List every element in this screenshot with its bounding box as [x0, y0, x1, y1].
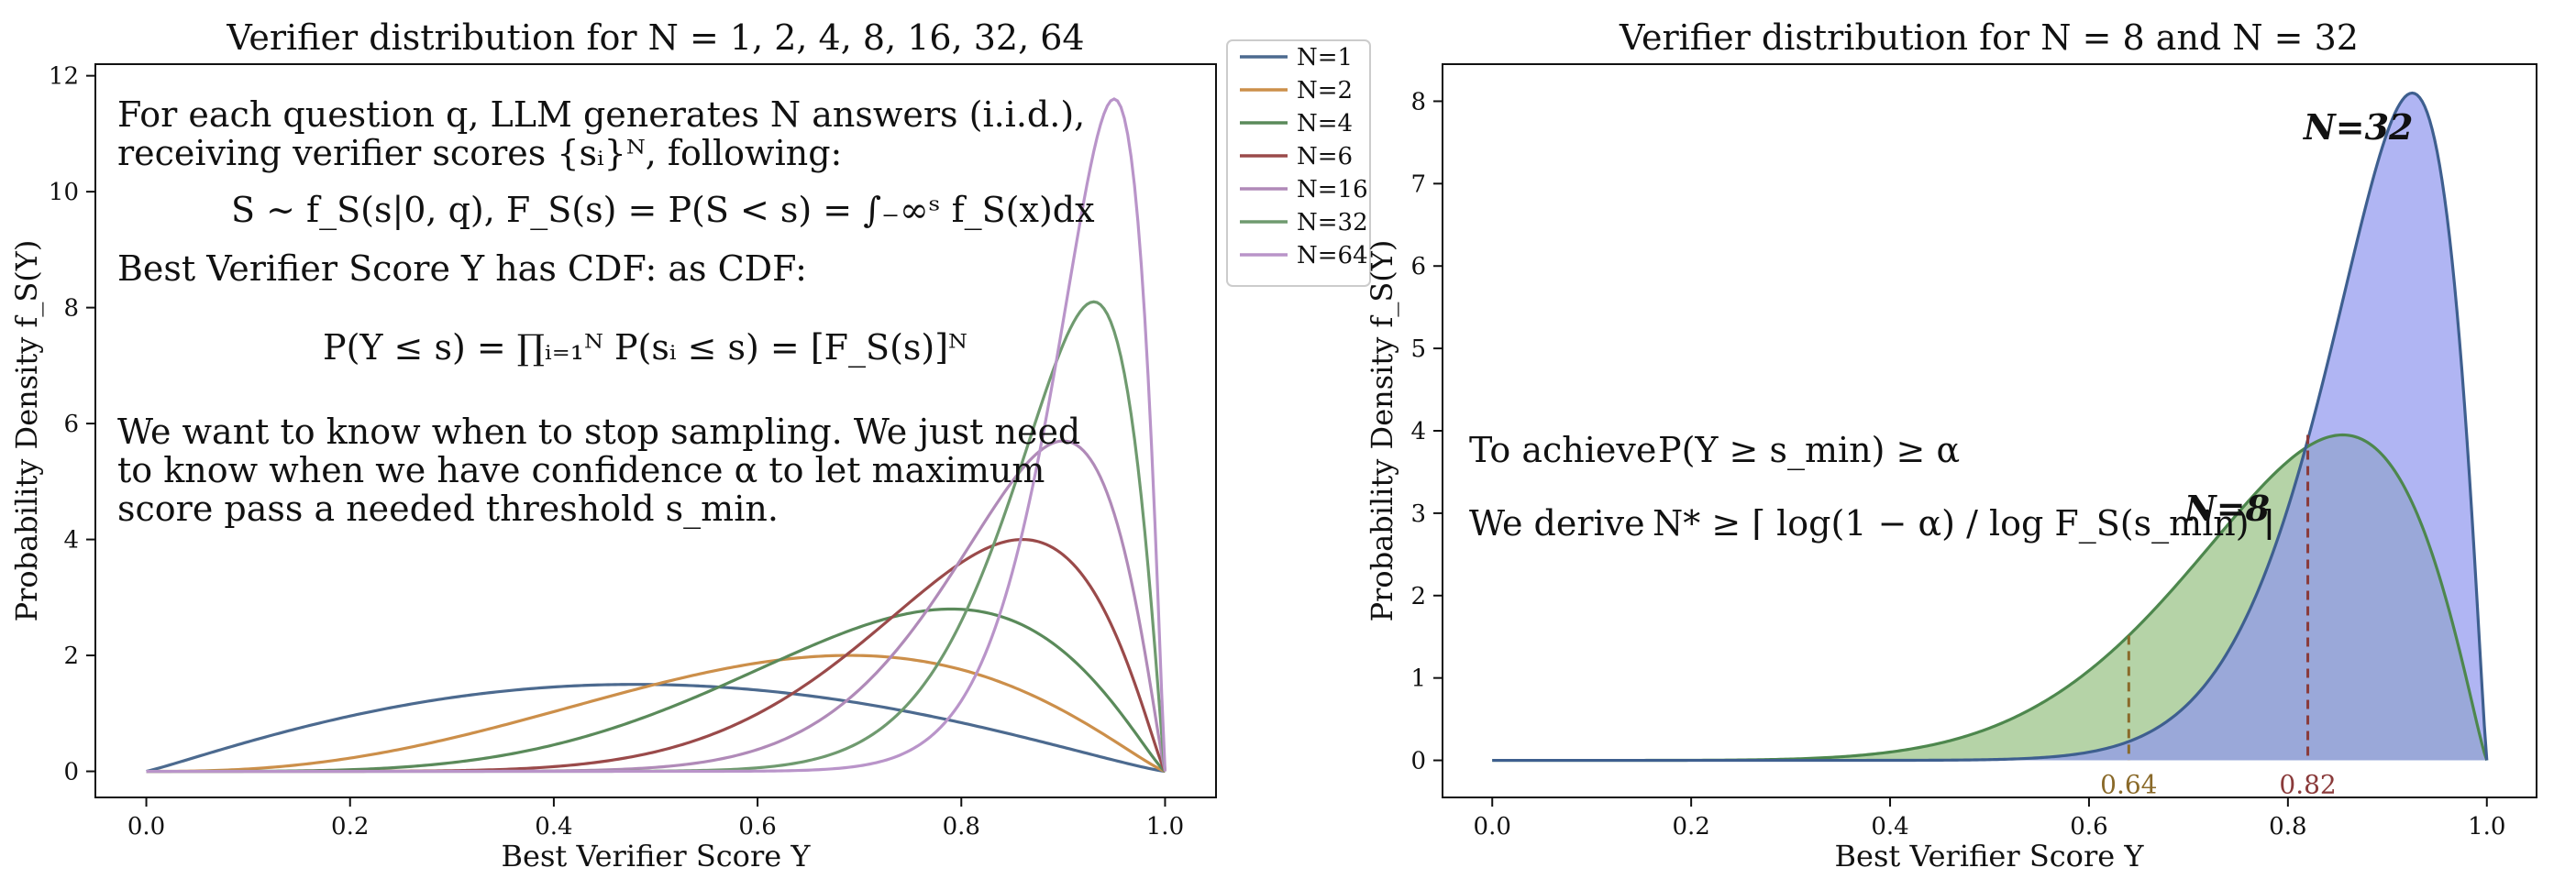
annotation-formula1: S ∼ f_S(s|0, q), F_S(s) = P(S < s) = ∫₋∞…	[231, 190, 1095, 231]
left-y-axis: 0 2 4 6 8 10 12	[49, 63, 95, 786]
series-label-n32: N=32	[2303, 106, 2413, 148]
area-n32	[1492, 93, 2487, 761]
derive-formula: N* ≥ ⌈ log(1 − α) / log F_S(s_min) ⌉	[1653, 503, 2274, 544]
x-tick-label: 0.2	[1672, 813, 1709, 841]
annotation-para3-line1: We want to know when to stop sampling. W…	[117, 412, 1080, 452]
left-chart-title: Verifier distribution for N = 1, 2, 4, 8…	[226, 17, 1084, 58]
legend: N=1 N=2 N=4 N=6 N=16 N=32 N=64	[1226, 39, 1371, 287]
legend-label: N=2	[1297, 77, 1353, 104]
legend-label: N=6	[1297, 143, 1353, 170]
threshold-label: 0.82	[2279, 770, 2336, 800]
annotation-formula2: P(Y ≤ s) = ∏ᵢ₌₁ᴺ P(sᵢ ≤ s) = [F_S(s)]ᴺ	[323, 327, 967, 368]
x-tick-label: 1.0	[1146, 813, 1184, 841]
x-tick-label: 0.0	[127, 813, 165, 841]
y-tick-label: 4	[63, 527, 79, 555]
series-label-n8: N=8	[2184, 488, 2270, 529]
left-x-axis: 0.0 0.2 0.4 0.6 0.8 1.0	[127, 797, 1184, 841]
y-tick-label: 2	[63, 643, 79, 670]
right-chart-title: Verifier distribution for N = 8 and N = …	[1619, 17, 2359, 58]
series-line-n4	[146, 607, 1166, 774]
annotation-para2: Best Verifier Score Y has CDF: as CDF:	[117, 248, 807, 289]
right-annotation: To achieve P(Y ≥ s_min) ≥ α We derive N*…	[1469, 430, 2274, 544]
legend-label: N=1	[1297, 44, 1353, 71]
series-line-n32	[1492, 91, 2489, 763]
y-tick-label: 7	[1410, 170, 1426, 198]
series-line-n32	[146, 300, 1167, 774]
y-tick-label: 5	[1410, 335, 1426, 363]
legend-label: N=4	[1297, 110, 1353, 137]
achieve-prefix: To achieve	[1469, 430, 1656, 470]
x-tick-label: 0.6	[738, 813, 776, 841]
x-tick-label: 0.2	[331, 813, 369, 841]
right-x-axis-title: Best Verifier Score Y	[1835, 839, 2145, 874]
left-plot-frame	[94, 63, 1217, 798]
left-x-axis-title: Best Verifier Score Y	[502, 839, 812, 874]
x-tick-label: 1.0	[2468, 813, 2505, 841]
y-tick-label: 0	[1410, 748, 1426, 775]
series-line-n2	[146, 654, 1166, 774]
y-tick-label: 1	[1410, 665, 1426, 693]
right-chart: Verifier distribution for N = 8 and N = …	[1365, 17, 2537, 874]
y-tick-label: 12	[49, 63, 79, 91]
x-tick-label: 0.8	[943, 813, 980, 841]
threshold-label: 0.64	[2100, 770, 2157, 800]
right-lines	[1492, 91, 2489, 763]
y-tick-label: 6	[63, 411, 79, 438]
y-tick-label: 4	[1410, 418, 1426, 445]
annotation-para1-line2: receiving verifier scores {sᵢ}ᴺ, followi…	[117, 133, 842, 173]
y-tick-label: 0	[63, 759, 79, 786]
left-annotation: For each question q, LLM generates N ans…	[117, 94, 1095, 530]
series-line-n1	[146, 683, 1166, 774]
legend-label: N=16	[1297, 176, 1368, 203]
derive-prefix: We derive	[1469, 503, 1645, 544]
y-tick-label: 3	[1410, 500, 1426, 528]
legend-label: N=64	[1297, 242, 1368, 269]
left-y-axis-title: Probability Density f_S(Y)	[9, 240, 44, 622]
x-tick-label: 0.8	[2269, 813, 2306, 841]
left-chart: Verifier distribution for N = 1, 2, 4, 8…	[9, 17, 1217, 874]
achieve-formula: P(Y ≥ s_min) ≥ α	[1658, 430, 1960, 471]
x-tick-label: 0.4	[1871, 813, 1908, 841]
annotation-para3-line3: score pass a needed threshold s_min.	[117, 489, 779, 530]
annotation-para1-line1: For each question q, LLM generates N ans…	[117, 94, 1085, 135]
y-tick-label: 6	[1410, 253, 1426, 280]
y-tick-label: 2	[1410, 583, 1426, 610]
y-tick-label: 8	[63, 295, 79, 323]
x-tick-label: 0.0	[1474, 813, 1511, 841]
annotation-para3-line2: to know when we have confidence α to let…	[117, 450, 1045, 490]
right-fills	[1492, 93, 2487, 761]
series-line-n64	[146, 97, 1167, 774]
x-tick-label: 0.6	[2070, 813, 2107, 841]
y-tick-label: 10	[49, 179, 79, 206]
right-y-axis-title: Probability Density f_S(Y)	[1365, 240, 1399, 622]
x-tick-label: 0.4	[535, 813, 572, 841]
legend-label: N=32	[1297, 209, 1368, 236]
right-y-axis: 0 1 2 3 4 5 6 7 8	[1410, 88, 1443, 775]
right-markers: 0.64 0.82	[2100, 434, 2337, 800]
left-curves	[146, 97, 1167, 774]
y-tick-label: 8	[1410, 88, 1426, 115]
right-x-axis: 0.0 0.2 0.4 0.6 0.8 1.0	[1474, 797, 2505, 841]
legend-box	[1226, 39, 1371, 287]
